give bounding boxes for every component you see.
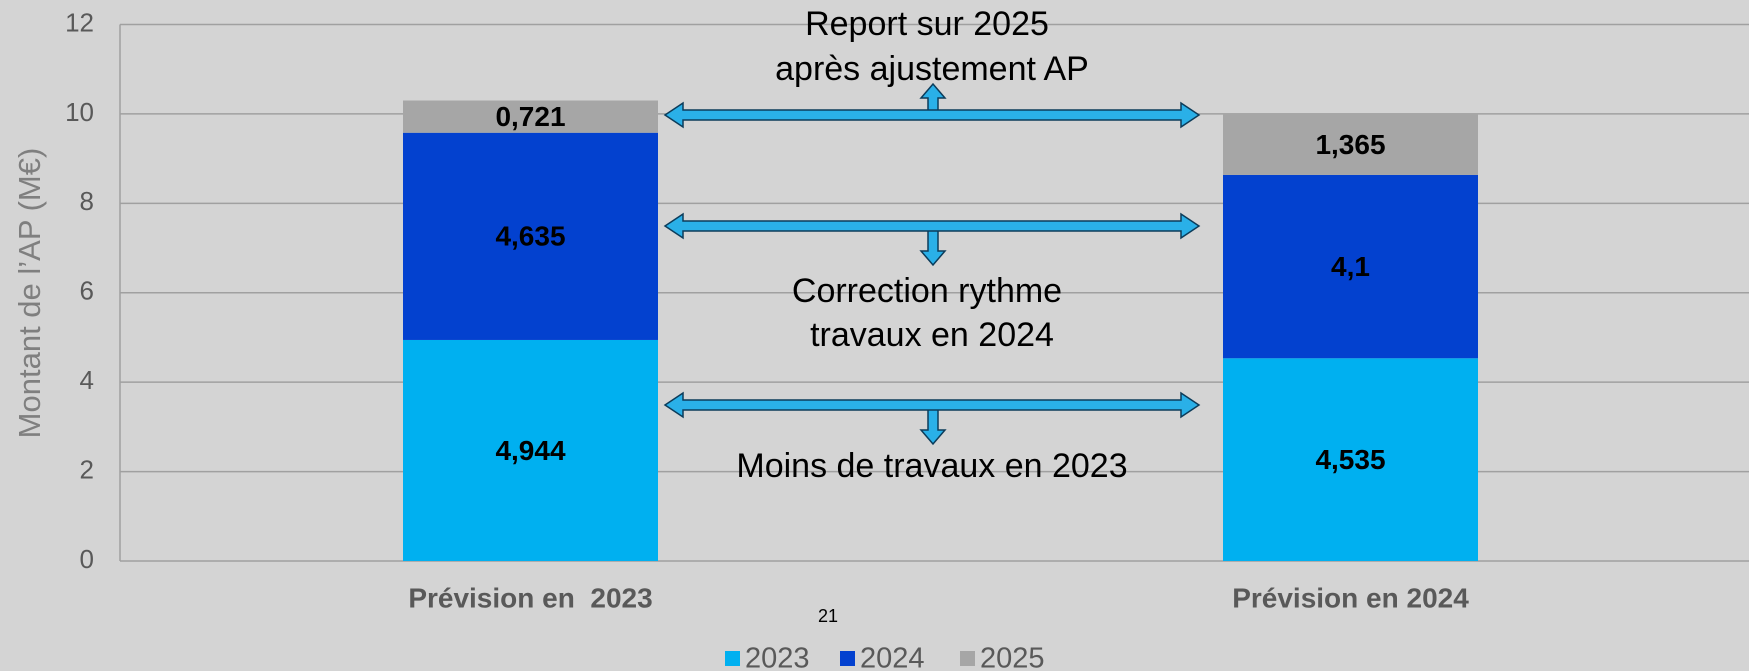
data-label: 1,365 <box>1315 129 1385 160</box>
y-tick-label: 4 <box>80 365 94 395</box>
x-tick-label: Prévision en 2023 <box>408 582 652 613</box>
annotation: Correction rythme <box>792 272 1062 310</box>
bar-segment <box>403 339 658 561</box>
legend-label: 2023 <box>745 643 810 671</box>
bar-segment <box>1223 174 1478 359</box>
annotation: après ajustement AP <box>775 50 1089 88</box>
data-label: 4,1 <box>1331 251 1370 282</box>
y-tick-label: 8 <box>80 186 94 216</box>
legend-swatch <box>960 651 975 666</box>
y-axis-label: Montant de l’AP (M€) <box>12 148 47 439</box>
arrow <box>663 101 1201 129</box>
data-label: 0,721 <box>495 101 565 132</box>
legend-label: 2025 <box>980 643 1045 671</box>
legend-swatch <box>840 651 855 666</box>
legend-swatch <box>725 651 740 666</box>
y-tick-label: 0 <box>80 544 94 574</box>
y-tick-label: 2 <box>80 454 94 484</box>
bar-segment <box>1223 113 1478 175</box>
bar-segment <box>403 100 658 133</box>
y-tick-label: 12 <box>65 7 94 37</box>
annotation: Moins de travaux en 2023 <box>736 447 1127 485</box>
annotation: travaux en 2024 <box>810 316 1054 354</box>
data-label: 4,944 <box>495 435 565 466</box>
arrow <box>663 391 1201 419</box>
x-tick-label: Prévision en 2024 <box>1232 582 1469 613</box>
y-tick-label: 10 <box>65 97 94 127</box>
y-tick-label: 6 <box>80 276 94 306</box>
annotation: Report sur 2025 <box>805 5 1049 43</box>
data-label: 4,635 <box>495 221 565 252</box>
bar-segment <box>1223 358 1478 561</box>
arrow <box>663 212 1201 240</box>
data-label: 4,535 <box>1315 444 1385 475</box>
bar-segment <box>403 132 658 340</box>
page-number: 21 <box>818 606 838 626</box>
legend-label: 2024 <box>860 643 925 671</box>
